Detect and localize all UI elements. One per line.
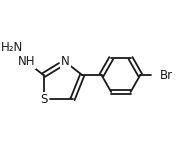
Text: S: S	[40, 93, 47, 106]
Text: N: N	[61, 55, 70, 68]
Text: NH: NH	[18, 55, 35, 68]
Text: Br: Br	[159, 69, 173, 82]
Text: H₂N: H₂N	[1, 41, 23, 54]
